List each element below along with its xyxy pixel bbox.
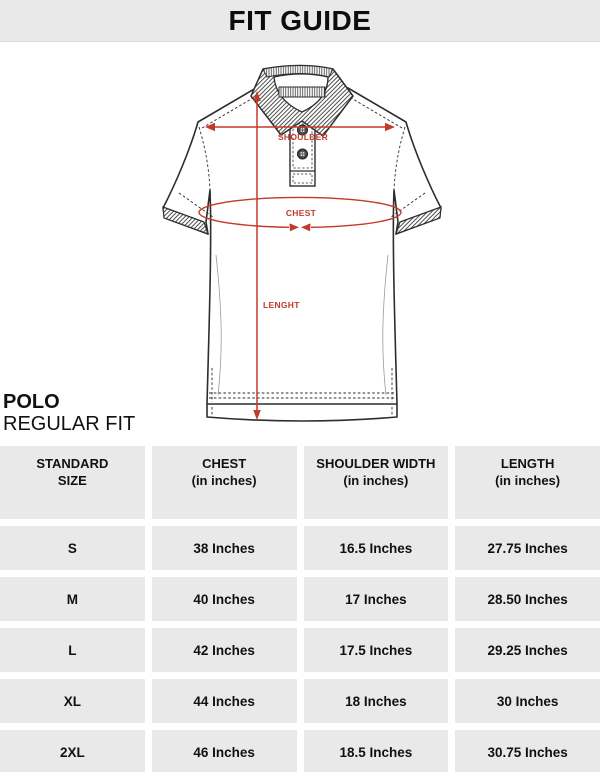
column-header-chest: CHEST (in inches) xyxy=(151,446,297,519)
length-cell: 27.75 Inches xyxy=(455,526,600,570)
chest-label: CHEST xyxy=(286,208,317,218)
crease-lines xyxy=(215,254,389,396)
column-title: SHOULDER WIDTH xyxy=(316,456,436,471)
column-header-shoulder-width: SHOULDER WIDTH (in inches) xyxy=(303,446,449,519)
collar xyxy=(250,64,354,137)
length-cell: 30.75 Inches xyxy=(455,730,600,772)
shoulder-width-cell: 16.5 Inches xyxy=(303,526,449,570)
stitch-lines xyxy=(178,94,426,416)
shoulder-label: SHOULDER xyxy=(278,132,328,142)
polo-measurement-diagram: SHOULDER CHEST LENGHT xyxy=(162,64,442,422)
column-subtitle: SIZE xyxy=(57,473,87,488)
sleeve-cuffs xyxy=(162,206,442,235)
column-header-length: LENGTH (in inches) xyxy=(455,446,600,519)
column-subtitle: (in inches) xyxy=(343,473,409,488)
length-cell: 28.50 Inches xyxy=(455,577,600,621)
product-label: POLO REGULAR FIT xyxy=(3,391,135,436)
shoulder-width-cell: 18 Inches xyxy=(303,679,449,723)
fit-guide-header: FIT GUIDE xyxy=(0,0,600,42)
column-title: STANDARD xyxy=(36,456,109,471)
column-title: LENGTH xyxy=(500,456,555,471)
length-measure-arrow: LENGHT xyxy=(253,91,300,420)
column-header-standard-size: STANDARD SIZE xyxy=(0,446,145,519)
size-table: STANDARD SIZE CHEST (in inches) SHOULDER… xyxy=(0,446,600,772)
shoulder-measure-arrow: SHOULDER xyxy=(205,122,395,142)
shoulder-width-cell: 17 Inches xyxy=(303,577,449,621)
chest-cell: 40 Inches xyxy=(151,577,297,621)
column-title: CHEST xyxy=(202,456,247,471)
length-cell: 29.25 Inches xyxy=(455,628,600,672)
length-cell: 30 Inches xyxy=(455,679,600,723)
product-name: POLO xyxy=(3,391,60,413)
page-title: FIT GUIDE xyxy=(228,4,372,36)
chest-cell: 44 Inches xyxy=(151,679,297,723)
chest-cell: 42 Inches xyxy=(151,628,297,672)
chest-cell: 46 Inches xyxy=(151,730,297,772)
buttons xyxy=(297,124,308,160)
length-label: LENGHT xyxy=(263,300,300,310)
size-cell: 2XL xyxy=(0,730,145,772)
product-fit: REGULAR FIT xyxy=(3,413,136,436)
chest-cell: 38 Inches xyxy=(151,526,297,570)
shoulder-width-cell: 17.5 Inches xyxy=(303,628,449,672)
column-subtitle: (in inches) xyxy=(495,473,561,488)
size-cell: L xyxy=(0,628,145,672)
size-cell: S xyxy=(0,526,145,570)
column-subtitle: (in inches) xyxy=(191,473,257,488)
size-cell: XL xyxy=(0,679,145,723)
size-cell: M xyxy=(0,577,145,621)
shoulder-width-cell: 18.5 Inches xyxy=(303,730,449,772)
chest-measure-arrow: CHEST xyxy=(198,196,402,232)
